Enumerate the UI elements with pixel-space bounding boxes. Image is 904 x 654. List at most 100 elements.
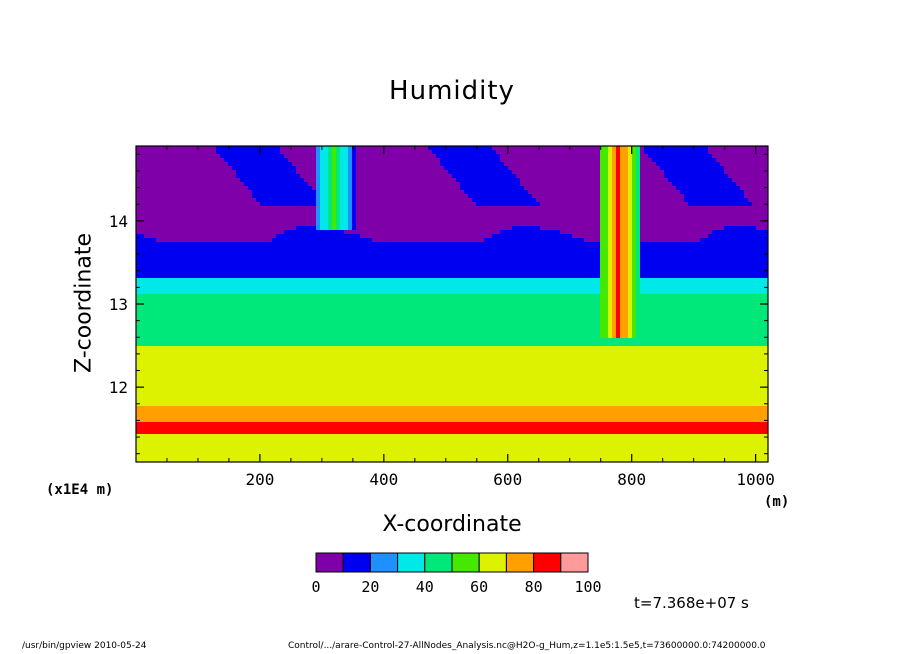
heatmap-cell — [680, 242, 685, 247]
heatmap-cell — [248, 182, 253, 187]
heatmap-cell — [420, 186, 425, 191]
heatmap-cell — [436, 202, 441, 207]
heatmap-cell — [216, 234, 221, 239]
heatmap-cell — [392, 222, 397, 227]
heatmap-cell — [612, 162, 617, 167]
heatmap-cell — [500, 178, 505, 183]
heatmap-cell — [704, 254, 709, 259]
heatmap-cell — [604, 158, 609, 163]
heatmap-cell — [712, 238, 717, 243]
heatmap-cell — [732, 250, 737, 255]
heatmap-cell — [476, 234, 481, 239]
heatmap-cell — [280, 250, 285, 255]
heatmap-cell — [196, 206, 201, 211]
heatmap-cell — [480, 234, 485, 239]
heatmap-cell — [756, 206, 761, 211]
heatmap-cell — [512, 238, 517, 243]
heatmap-cell — [708, 182, 713, 187]
heatmap-cell — [156, 150, 161, 155]
heatmap-cell — [520, 222, 525, 227]
heatmap-cell — [496, 198, 501, 203]
heatmap-cell — [304, 262, 309, 267]
heatmap-cell — [144, 210, 149, 215]
heatmap-cell — [728, 154, 733, 159]
heatmap-cell — [180, 222, 185, 227]
heatmap-cell — [596, 206, 601, 211]
heatmap-cell — [584, 162, 589, 167]
heatmap-cell — [648, 170, 653, 175]
heatmap-cell — [316, 194, 321, 199]
heatmap-cell — [340, 146, 345, 151]
heatmap-cell — [708, 266, 713, 271]
heatmap-cell — [508, 178, 513, 183]
heatmap-cell — [476, 226, 481, 231]
heatmap-cell — [336, 210, 341, 215]
heatmap-cell — [596, 162, 601, 167]
heatmap-cell — [716, 190, 721, 195]
heatmap-cell — [576, 234, 581, 239]
heatmap-cell — [544, 218, 549, 223]
heatmap-cell — [260, 166, 265, 171]
heatmap-cell — [612, 234, 617, 239]
heatmap-cell — [656, 146, 661, 151]
heatmap-cell — [340, 198, 345, 203]
heatmap-cell — [528, 198, 533, 203]
heatmap-cell — [136, 190, 141, 195]
heatmap-cell — [532, 174, 537, 179]
heatmap-cell — [324, 262, 329, 267]
heatmap-cell — [564, 194, 569, 199]
heatmap-cell — [400, 150, 405, 155]
heatmap-cell — [556, 254, 561, 259]
heatmap-cell — [672, 198, 677, 203]
heatmap-cell — [400, 198, 405, 203]
heatmap-cell — [464, 162, 469, 167]
heatmap-cell — [332, 254, 337, 259]
heatmap-cell — [760, 150, 765, 155]
heatmap-cell — [276, 270, 281, 275]
heatmap-cell — [136, 266, 141, 271]
heatmap-cell — [432, 150, 437, 155]
heatmap-cell — [572, 226, 577, 231]
heatmap-cell — [752, 158, 757, 163]
heatmap-cell — [384, 210, 389, 215]
heatmap-cell — [272, 262, 277, 267]
heatmap-cell — [524, 162, 529, 167]
heatmap-cell — [376, 150, 381, 155]
heatmap-cell — [520, 162, 525, 167]
heatmap-cell — [168, 190, 173, 195]
heatmap-cell — [136, 162, 141, 167]
heatmap-cell — [584, 206, 589, 211]
heatmap-cell — [344, 234, 349, 239]
heatmap-cell — [444, 246, 449, 251]
heatmap-cell — [184, 166, 189, 171]
heatmap-cell — [528, 250, 533, 255]
heatmap-cell — [572, 238, 577, 243]
heatmap-cell — [352, 254, 357, 259]
heatmap-cell — [640, 234, 645, 239]
heatmap-cell — [720, 182, 725, 187]
heatmap-cell — [612, 258, 617, 263]
heatmap-cell — [304, 190, 309, 195]
heatmap-cell — [428, 222, 433, 227]
heatmap-cell — [468, 238, 473, 243]
heatmap-cell — [464, 270, 469, 275]
heatmap-cell — [428, 234, 433, 239]
heatmap-cell — [412, 230, 417, 235]
heatmap-cell — [316, 210, 321, 215]
heatmap-cell — [344, 194, 349, 199]
heatmap-cell — [396, 202, 401, 207]
heatmap-cell — [152, 226, 157, 231]
heatmap-cell — [172, 154, 177, 159]
heatmap-cell — [696, 266, 701, 271]
heatmap-cell — [760, 246, 765, 251]
heatmap-cell — [660, 250, 665, 255]
heatmap-cell — [460, 242, 465, 247]
heatmap-cell — [360, 226, 365, 231]
heatmap-cell — [456, 246, 461, 251]
heatmap-cell — [272, 186, 277, 191]
heatmap-cell — [732, 258, 737, 263]
heatmap-cell — [424, 222, 429, 227]
heatmap-cell — [432, 234, 437, 239]
heatmap-cell — [184, 146, 189, 151]
heatmap-cell — [720, 174, 725, 179]
